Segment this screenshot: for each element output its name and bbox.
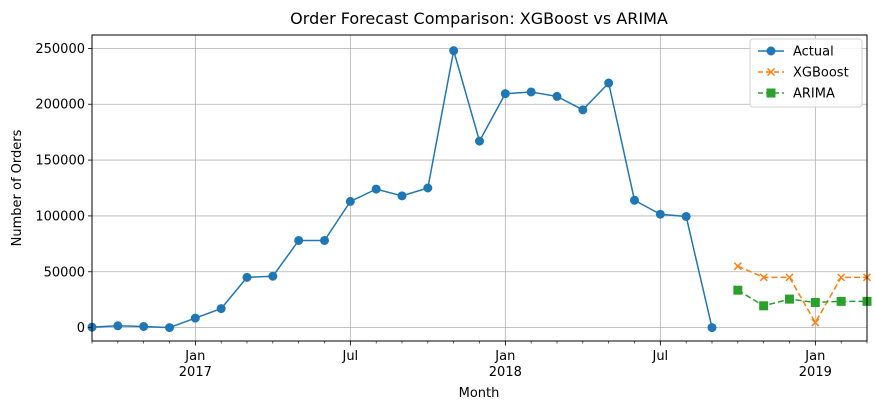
data-point-actual [190, 313, 200, 323]
data-point-arima [785, 294, 794, 304]
data-point-actual [371, 184, 381, 194]
data-point-actual [139, 321, 149, 331]
data-point-xgboost [733, 262, 742, 271]
x-tick-label: Jan [184, 349, 205, 364]
legend-label: XGBoost [793, 66, 849, 81]
legend-item-xgboost: XGBoost [758, 66, 849, 81]
y-tick-label: 250000 [35, 42, 85, 57]
data-point-actual [423, 183, 433, 193]
data-point-actual [526, 87, 536, 97]
data-point-actual [320, 235, 329, 245]
data-point-actual [294, 235, 304, 245]
data-point-actual [707, 323, 717, 333]
data-point-actual [578, 105, 588, 115]
y-tick-label: 150000 [35, 154, 85, 169]
y-tick-label: 100000 [35, 209, 85, 224]
data-point-actual [475, 136, 484, 146]
data-point-arima [810, 297, 820, 307]
y-axis-label: Number of Orders [10, 129, 25, 246]
data-point-actual [630, 195, 639, 205]
y-axis: 0 50000 100000 150000 200000 250000 [35, 42, 92, 336]
chart-title: Order Forecast Comparison: XGBoost vs AR… [290, 9, 668, 28]
x-tick-label: Jan [804, 349, 825, 364]
x-tick-label: Jul [341, 349, 358, 364]
series-line-arima [737, 289, 867, 307]
series-line-actual [91, 50, 713, 329]
data-point-xgboost [837, 273, 846, 282]
y-tick-label: 200000 [35, 98, 85, 113]
data-point-xgboost [811, 318, 820, 327]
data-point-actual [552, 91, 562, 101]
legend-label: Actual [793, 45, 834, 60]
series-xgboost [733, 262, 872, 327]
x-axis-label: Month [459, 386, 500, 401]
series-arima [733, 285, 872, 311]
legend-marker [766, 88, 776, 98]
data-point-actual [681, 211, 691, 221]
data-point-arima [759, 301, 769, 311]
data-point-arima [733, 285, 743, 295]
legend-box [749, 38, 863, 108]
x-tick-label: Jul [651, 349, 668, 364]
legend-marker [766, 67, 776, 77]
legend: Actual XGBoost ARIMA [749, 38, 863, 108]
x-tick-year-label: 2019 [799, 365, 832, 380]
x-tick-label: Jan [494, 349, 515, 364]
y-tick-label: 50000 [44, 265, 85, 280]
data-point-actual [345, 196, 355, 206]
data-point-xgboost [785, 273, 794, 282]
data-point-actual [165, 323, 174, 333]
series-line-xgboost [737, 265, 867, 325]
data-point-xgboost [759, 273, 768, 282]
data-point-actual [449, 46, 459, 56]
data-point-actual [500, 89, 510, 99]
data-point-actual [397, 191, 407, 201]
data-point-actual [655, 209, 665, 219]
legend-item-arima: ARIMA [758, 87, 835, 102]
x-tick-year-label: 2017 [179, 365, 212, 380]
x-tick-year-label: 2018 [489, 365, 522, 380]
data-point-actual [242, 272, 252, 282]
legend-label: ARIMA [793, 87, 835, 102]
data-point-arima [836, 296, 846, 306]
y-tick-label: 0 [77, 321, 85, 336]
data-point-actual [268, 271, 278, 281]
legend-item-actual: Actual [758, 45, 834, 60]
data-point-actual [113, 321, 123, 331]
legend-marker [766, 46, 776, 56]
series-actual [87, 46, 717, 333]
data-point-actual [604, 78, 614, 88]
data-point-actual [216, 304, 226, 314]
